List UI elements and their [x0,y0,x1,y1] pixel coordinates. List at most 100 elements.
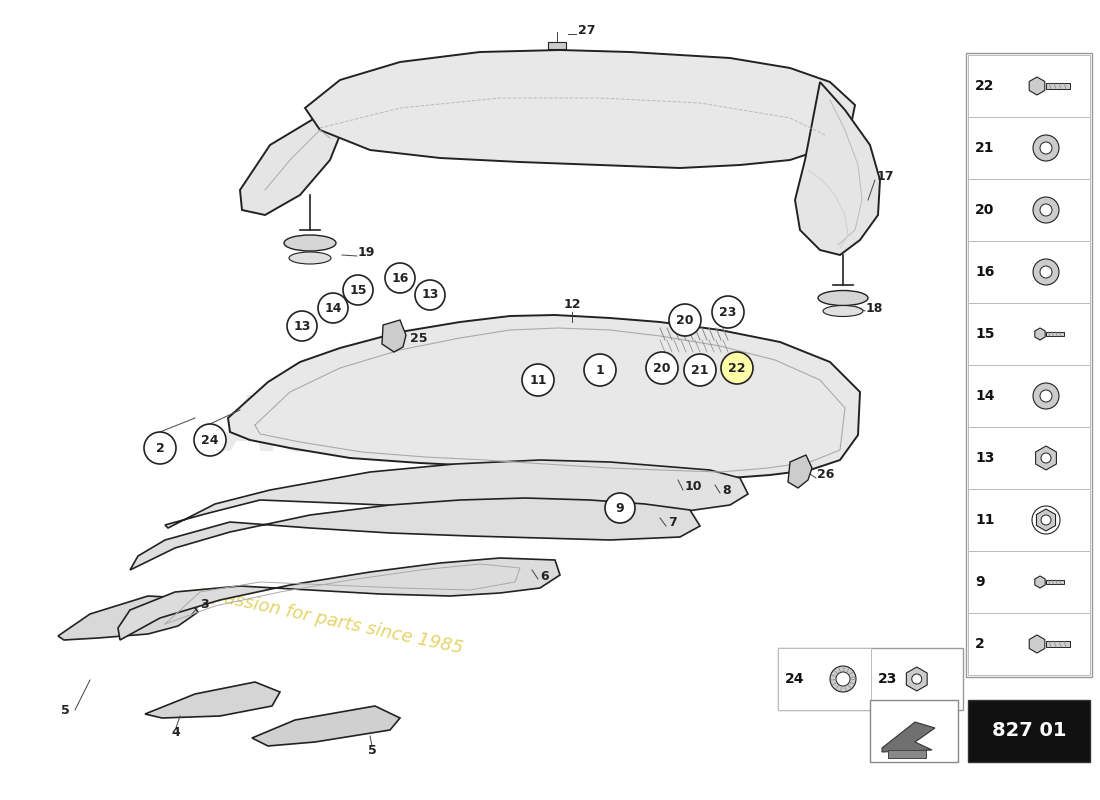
Text: 20: 20 [975,203,994,217]
Text: 11: 11 [975,513,994,527]
Circle shape [1041,453,1050,463]
Bar [968,179,1090,241]
Text: 10: 10 [685,481,703,494]
Bar [968,241,1090,303]
Text: 15: 15 [350,283,366,297]
Circle shape [1040,390,1052,402]
Text: 2: 2 [155,442,164,454]
Circle shape [1040,266,1052,278]
Bar [966,53,1092,677]
Circle shape [385,263,415,293]
Polygon shape [240,115,340,215]
Bar [778,648,962,710]
Circle shape [584,354,616,386]
Polygon shape [382,320,406,352]
Circle shape [1033,135,1059,161]
Ellipse shape [818,290,868,306]
Text: 2: 2 [975,637,984,651]
Bar [968,365,1090,427]
Bar [870,700,958,762]
Text: 7: 7 [668,517,676,530]
Polygon shape [58,596,198,640]
Text: 20: 20 [676,314,694,326]
Bar [1046,83,1070,89]
Polygon shape [1035,576,1045,588]
Bar [778,648,870,710]
Polygon shape [788,455,812,488]
Text: 13: 13 [421,289,439,302]
Text: 9: 9 [975,575,984,589]
Circle shape [415,280,446,310]
Text: 26: 26 [817,469,835,482]
Circle shape [522,364,554,396]
Text: 22: 22 [975,79,994,93]
Text: 14: 14 [975,389,994,403]
Polygon shape [1030,77,1045,95]
Text: 14: 14 [324,302,342,314]
Polygon shape [906,667,927,691]
Bar [888,750,926,758]
Text: 21: 21 [691,363,708,377]
Polygon shape [1035,328,1045,340]
Polygon shape [118,558,560,640]
Text: 17: 17 [877,170,894,183]
Polygon shape [130,498,700,570]
Polygon shape [252,706,400,746]
Bar [968,427,1090,489]
Bar [1046,580,1064,584]
Polygon shape [1035,446,1056,470]
Polygon shape [228,315,860,478]
Polygon shape [1036,509,1056,531]
Text: 4: 4 [172,726,180,738]
Text: AUTODOC: AUTODOC [220,393,639,467]
Bar [1046,641,1070,647]
Text: 21: 21 [975,141,994,155]
Text: 23: 23 [878,672,896,686]
Polygon shape [1030,635,1045,653]
Text: a passion for parts since 1985: a passion for parts since 1985 [195,583,465,657]
Circle shape [669,304,701,336]
Circle shape [144,432,176,464]
Polygon shape [795,82,880,255]
Text: 6: 6 [540,570,549,582]
Polygon shape [882,722,935,752]
Circle shape [343,275,373,305]
Circle shape [720,352,754,384]
Bar [968,613,1090,675]
Circle shape [912,674,922,684]
Bar [968,700,1090,762]
Circle shape [287,311,317,341]
Text: 25: 25 [410,331,428,345]
Text: 16: 16 [392,271,409,285]
Bar [968,489,1090,551]
Text: 20: 20 [653,362,671,374]
Text: 13: 13 [294,319,310,333]
Circle shape [318,293,348,323]
Circle shape [684,354,716,386]
Circle shape [830,666,856,692]
Ellipse shape [289,252,331,264]
Polygon shape [145,682,280,718]
Text: 18: 18 [866,302,883,314]
Text: 1: 1 [595,363,604,377]
Bar [968,551,1090,613]
Circle shape [1033,197,1059,223]
Bar [1046,332,1064,336]
Text: 24: 24 [785,672,804,686]
Text: 22: 22 [728,362,746,374]
Bar [968,303,1090,365]
Text: 13: 13 [975,451,994,465]
Text: 5: 5 [367,743,376,757]
Ellipse shape [823,306,864,317]
Text: 27: 27 [578,25,595,38]
Text: 16: 16 [975,265,994,279]
Circle shape [194,424,226,456]
Text: 12: 12 [563,298,581,311]
Polygon shape [305,50,855,168]
Circle shape [712,296,744,328]
Ellipse shape [284,235,336,251]
Circle shape [1040,204,1052,216]
Text: 15: 15 [975,327,994,341]
Text: 8: 8 [722,483,730,497]
Text: 827 01: 827 01 [992,722,1066,741]
